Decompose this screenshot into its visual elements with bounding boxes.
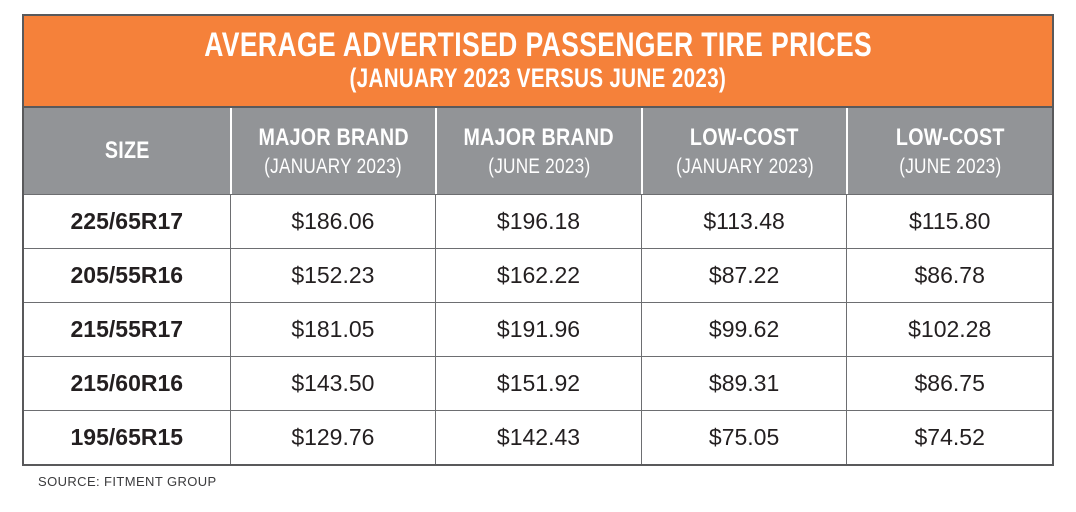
price-cell: $143.50 xyxy=(229,356,436,410)
table-title-band: AVERAGE ADVERTISED PASSENGER TIRE PRICES… xyxy=(22,14,1054,108)
source-attribution: SOURCE: FITMENT GROUP xyxy=(38,474,217,489)
column-header-label: MAJOR BRAND xyxy=(258,123,409,151)
price-cell: $152.23 xyxy=(229,248,436,302)
column-header-sublabel: (JANUARY 2023) xyxy=(264,154,403,178)
size-cell: 215/60R16 xyxy=(24,356,230,410)
tire-price-table-figure: AVERAGE ADVERTISED PASSENGER TIRE PRICES… xyxy=(22,14,1054,466)
column-header-label: LOW-COST xyxy=(690,123,799,151)
price-cell: $196.18 xyxy=(435,194,641,248)
size-cell: 215/55R17 xyxy=(24,302,230,356)
price-cell: $129.76 xyxy=(229,410,436,464)
price-cell: $191.96 xyxy=(435,302,641,356)
column-header-label: LOW-COST xyxy=(895,123,1005,151)
price-cell: $86.75 xyxy=(846,356,1052,410)
column-header-label: MAJOR BRAND xyxy=(463,123,615,151)
size-cell: 225/65R17 xyxy=(24,194,230,248)
column-header-low-cost-jun: LOW-COST (JUNE 2023) xyxy=(846,108,1052,194)
column-header-major-brand-jan: MAJOR BRAND (JANUARY 2023) xyxy=(229,108,436,194)
price-cell: $99.62 xyxy=(640,302,847,356)
price-table: SIZE MAJOR BRAND (JANUARY 2023) MAJOR BR… xyxy=(22,108,1054,466)
column-header-sublabel: (JUNE 2023) xyxy=(899,154,1002,178)
price-cell: $162.22 xyxy=(435,248,641,302)
column-header-low-cost-jan: LOW-COST (JANUARY 2023) xyxy=(640,108,847,194)
price-cell: $186.06 xyxy=(229,194,436,248)
price-cell: $102.28 xyxy=(846,302,1052,356)
price-cell: $115.80 xyxy=(846,194,1052,248)
price-cell: $89.31 xyxy=(640,356,847,410)
price-cell: $74.52 xyxy=(846,410,1052,464)
table-title: AVERAGE ADVERTISED PASSENGER TIRE PRICES xyxy=(204,26,872,65)
price-cell: $113.48 xyxy=(640,194,847,248)
price-cell: $142.43 xyxy=(435,410,641,464)
column-header-sublabel: (JUNE 2023) xyxy=(487,154,591,178)
price-cell: $151.92 xyxy=(435,356,641,410)
column-header-size: SIZE xyxy=(24,108,230,194)
column-header-major-brand-jun: MAJOR BRAND (JUNE 2023) xyxy=(435,108,641,194)
size-cell: 205/55R16 xyxy=(24,248,230,302)
price-cell: $181.05 xyxy=(229,302,436,356)
column-header-sublabel: (JANUARY 2023) xyxy=(675,154,814,178)
price-cell: $75.05 xyxy=(640,410,847,464)
table-subtitle: (JANUARY 2023 VERSUS JUNE 2023) xyxy=(349,63,727,93)
column-header-label: SIZE xyxy=(104,137,150,164)
price-cell: $86.78 xyxy=(846,248,1052,302)
price-cell: $87.22 xyxy=(640,248,847,302)
size-cell: 195/65R15 xyxy=(24,410,230,464)
